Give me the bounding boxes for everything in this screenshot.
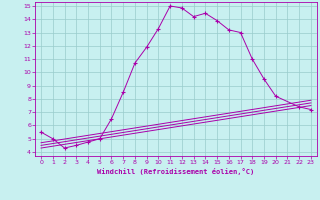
X-axis label: Windchill (Refroidissement éolien,°C): Windchill (Refroidissement éolien,°C)	[97, 168, 255, 175]
